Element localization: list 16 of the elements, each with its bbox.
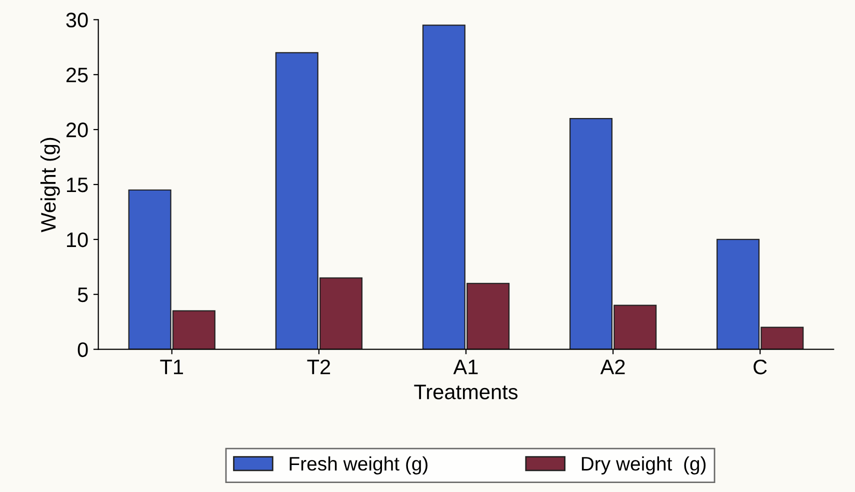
legend-label: Fresh weight (g) [290, 456, 428, 474]
x-tick-label: C [754, 360, 767, 374]
y-tick-label: 30 [66, 12, 88, 28]
y-tick-label: 10 [67, 232, 88, 248]
legend-label: Dry weight (g) [582, 456, 706, 474]
y-tick-label: 0 [78, 342, 88, 358]
x-tick-label: A2 [600, 360, 625, 374]
x-tick-label: T1 [160, 360, 183, 374]
x-tick-label: A1 [453, 360, 478, 374]
x-tick-label: T2 [307, 360, 330, 374]
y-tick-label: 20 [66, 122, 88, 138]
x-axis-title: Treatments [414, 384, 518, 400]
y-tick-label: 25 [66, 68, 88, 82]
y-tick-label: 15 [67, 178, 88, 192]
y-tick-label: 5 [78, 288, 88, 302]
y-axis-title: Weight (g) [40, 138, 60, 232]
